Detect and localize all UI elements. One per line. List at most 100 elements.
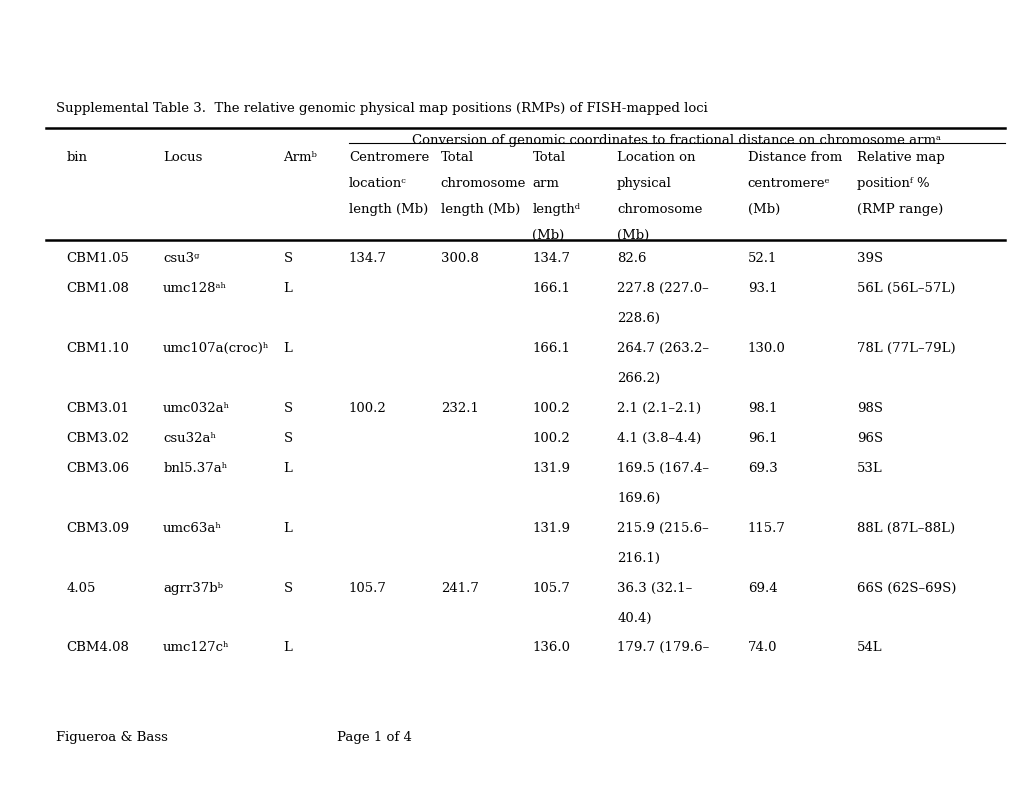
Text: CBM1.05: CBM1.05 — [66, 252, 129, 265]
Text: 40.4): 40.4) — [616, 611, 651, 624]
Text: 2.1 (2.1–2.1): 2.1 (2.1–2.1) — [616, 402, 700, 414]
Text: arm: arm — [532, 177, 558, 190]
Text: 131.9: 131.9 — [532, 462, 570, 474]
Text: 4.1 (3.8–4.4): 4.1 (3.8–4.4) — [616, 432, 701, 444]
Text: 264.7 (263.2–: 264.7 (263.2– — [616, 342, 708, 355]
Text: csu3ᵍ: csu3ᵍ — [163, 252, 200, 265]
Text: CBM1.08: CBM1.08 — [66, 282, 129, 295]
Text: CBM3.02: CBM3.02 — [66, 432, 129, 444]
Text: Supplemental Table 3.  The relative genomic physical map positions (RMPs) of FIS: Supplemental Table 3. The relative genom… — [56, 102, 707, 115]
Text: 53L: 53L — [856, 462, 881, 474]
Text: Total: Total — [532, 151, 565, 164]
Text: 227.8 (227.0–: 227.8 (227.0– — [616, 282, 708, 295]
Text: umc107a(croc)ʰ: umc107a(croc)ʰ — [163, 342, 270, 355]
Text: chromosome: chromosome — [440, 177, 526, 190]
Text: 100.2: 100.2 — [348, 402, 386, 414]
Text: locationᶜ: locationᶜ — [348, 177, 407, 190]
Text: L: L — [283, 462, 292, 474]
Text: 228.6): 228.6) — [616, 312, 659, 325]
Text: (Mb): (Mb) — [616, 229, 649, 241]
Text: physical: physical — [616, 177, 672, 190]
Text: umc63aʰ: umc63aʰ — [163, 522, 222, 534]
Text: 88L (87L–88L): 88L (87L–88L) — [856, 522, 954, 534]
Text: 232.1: 232.1 — [440, 402, 478, 414]
Text: 78L (77L–79L): 78L (77L–79L) — [856, 342, 955, 355]
Text: Locus: Locus — [163, 151, 203, 164]
Text: 56L (56L–57L): 56L (56L–57L) — [856, 282, 954, 295]
Text: bin: bin — [66, 151, 88, 164]
Text: Figueroa & Bass: Figueroa & Bass — [56, 731, 168, 744]
Text: Centromere: Centromere — [348, 151, 429, 164]
Text: 69.3: 69.3 — [747, 462, 776, 474]
Text: S: S — [283, 252, 292, 265]
Text: S: S — [283, 432, 292, 444]
Text: L: L — [283, 522, 292, 534]
Text: 74.0: 74.0 — [747, 641, 776, 654]
Text: length (Mb): length (Mb) — [440, 203, 520, 216]
Text: CBM3.09: CBM3.09 — [66, 522, 129, 534]
Text: Conversion of genomic coordinates to fractional distance on chromosome armᵃ: Conversion of genomic coordinates to fra… — [412, 134, 941, 147]
Text: umc128ᵃʰ: umc128ᵃʰ — [163, 282, 227, 295]
Text: 39S: 39S — [856, 252, 882, 265]
Text: Armᵇ: Armᵇ — [283, 151, 317, 164]
Text: csu32aʰ: csu32aʰ — [163, 432, 216, 444]
Text: 36.3 (32.1–: 36.3 (32.1– — [616, 582, 692, 594]
Text: 166.1: 166.1 — [532, 342, 570, 355]
Text: Relative map: Relative map — [856, 151, 944, 164]
Text: Location on: Location on — [616, 151, 695, 164]
Text: CBM4.08: CBM4.08 — [66, 641, 129, 654]
Text: 66S (62S–69S): 66S (62S–69S) — [856, 582, 955, 594]
Text: Distance from: Distance from — [747, 151, 841, 164]
Text: 134.7: 134.7 — [348, 252, 386, 265]
Text: agrr37bᵇ: agrr37bᵇ — [163, 582, 223, 594]
Text: 105.7: 105.7 — [348, 582, 386, 594]
Text: 115.7: 115.7 — [747, 522, 785, 534]
Text: (Mb): (Mb) — [532, 229, 565, 241]
Text: centromereᵉ: centromereᵉ — [747, 177, 829, 190]
Text: 93.1: 93.1 — [747, 282, 776, 295]
Text: 96S: 96S — [856, 432, 882, 444]
Text: 130.0: 130.0 — [747, 342, 785, 355]
Text: 98S: 98S — [856, 402, 881, 414]
Text: L: L — [283, 282, 292, 295]
Text: 216.1): 216.1) — [616, 552, 659, 564]
Text: CBM3.06: CBM3.06 — [66, 462, 129, 474]
Text: chromosome: chromosome — [616, 203, 702, 216]
Text: Page 1 of 4: Page 1 of 4 — [336, 731, 411, 744]
Text: umc032aʰ: umc032aʰ — [163, 402, 230, 414]
Text: (Mb): (Mb) — [747, 203, 780, 216]
Text: 215.9 (215.6–: 215.9 (215.6– — [616, 522, 708, 534]
Text: 134.7: 134.7 — [532, 252, 570, 265]
Text: 69.4: 69.4 — [747, 582, 776, 594]
Text: 179.7 (179.6–: 179.7 (179.6– — [616, 641, 708, 654]
Text: 98.1: 98.1 — [747, 402, 776, 414]
Text: lengthᵈ: lengthᵈ — [532, 203, 580, 216]
Text: 54L: 54L — [856, 641, 881, 654]
Text: 96.1: 96.1 — [747, 432, 776, 444]
Text: S: S — [283, 402, 292, 414]
Text: 82.6: 82.6 — [616, 252, 646, 265]
Text: 241.7: 241.7 — [440, 582, 478, 594]
Text: length (Mb): length (Mb) — [348, 203, 428, 216]
Text: 100.2: 100.2 — [532, 432, 570, 444]
Text: L: L — [283, 342, 292, 355]
Text: bnl5.37aʰ: bnl5.37aʰ — [163, 462, 227, 474]
Text: positionᶠ %: positionᶠ % — [856, 177, 928, 190]
Text: 100.2: 100.2 — [532, 402, 570, 414]
Text: 136.0: 136.0 — [532, 641, 570, 654]
Text: (RMP range): (RMP range) — [856, 203, 943, 216]
Text: L: L — [283, 641, 292, 654]
Text: 4.05: 4.05 — [66, 582, 96, 594]
Text: 131.9: 131.9 — [532, 522, 570, 534]
Text: S: S — [283, 582, 292, 594]
Text: 169.6): 169.6) — [616, 492, 659, 504]
Text: Total: Total — [440, 151, 473, 164]
Text: 300.8: 300.8 — [440, 252, 478, 265]
Text: 166.1: 166.1 — [532, 282, 570, 295]
Text: 266.2): 266.2) — [616, 372, 659, 385]
Text: 105.7: 105.7 — [532, 582, 570, 594]
Text: 169.5 (167.4–: 169.5 (167.4– — [616, 462, 708, 474]
Text: CBM1.10: CBM1.10 — [66, 342, 129, 355]
Text: 52.1: 52.1 — [747, 252, 776, 265]
Text: umc127cʰ: umc127cʰ — [163, 641, 229, 654]
